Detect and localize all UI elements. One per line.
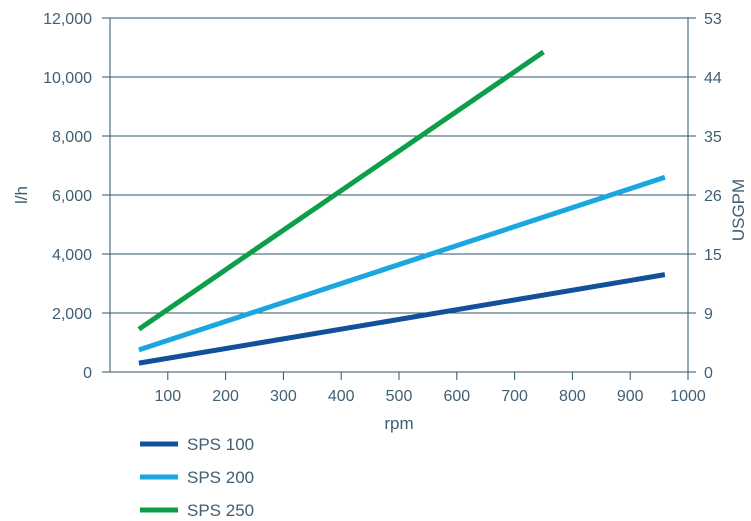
legend-label-1: SPS 200 <box>187 468 254 487</box>
legend-label-2: SPS 250 <box>187 501 254 520</box>
y2-tick-label-6: 53 <box>704 11 722 28</box>
x-axis-title: rpm <box>384 414 413 433</box>
series-line-1 <box>138 174 666 353</box>
y2-axis-title: USGPM <box>729 179 748 241</box>
series-line-2 <box>137 49 545 332</box>
y2-tick-label-1: 9 <box>704 306 713 323</box>
x-tick-label-0: 100 <box>154 388 181 405</box>
y-tick-label-1: 2,000 <box>52 306 92 323</box>
y2-tick-label-2: 15 <box>704 247 722 264</box>
y-tick-label-5: 10,000 <box>43 70 92 87</box>
x-tick-label-3: 400 <box>328 388 355 405</box>
x-tick-label-9: 1000 <box>670 388 706 405</box>
y-tick-label-3: 6,000 <box>52 188 92 205</box>
x-tick-label-5: 600 <box>443 388 470 405</box>
series-lines <box>137 49 666 366</box>
x-tick-label-4: 500 <box>386 388 413 405</box>
x-tick-label-7: 800 <box>559 388 586 405</box>
y-tick-label-6: 12,000 <box>43 11 92 28</box>
grid-lines <box>110 17 688 314</box>
y2-tick-label-5: 44 <box>704 70 722 87</box>
y-axis-title: l/h <box>12 186 31 204</box>
axes <box>102 17 696 380</box>
y2-tick-label-4: 35 <box>704 129 722 146</box>
x-tick-label-8: 900 <box>617 388 644 405</box>
x-tick-label-2: 300 <box>270 388 297 405</box>
y-tick-label-0: 0 <box>83 365 92 382</box>
legend-label-0: SPS 100 <box>187 435 254 454</box>
y2-tick-label-3: 26 <box>704 188 722 205</box>
tick-labels: 0 0 2,000 9 4,000 15 6,000 26 8,000 35 10,000 44 12,… <box>43 11 722 405</box>
series-line-0 <box>138 272 666 366</box>
y-tick-label-4: 8,000 <box>52 129 92 146</box>
x-tick-label-1: 200 <box>212 388 239 405</box>
y2-tick-label-0: 0 <box>704 365 713 382</box>
legend: SPS 100 SPS 200 SPS 250 <box>140 435 254 520</box>
y-tick-label-2: 4,000 <box>52 247 92 264</box>
x-tick-label-6: 700 <box>501 388 528 405</box>
